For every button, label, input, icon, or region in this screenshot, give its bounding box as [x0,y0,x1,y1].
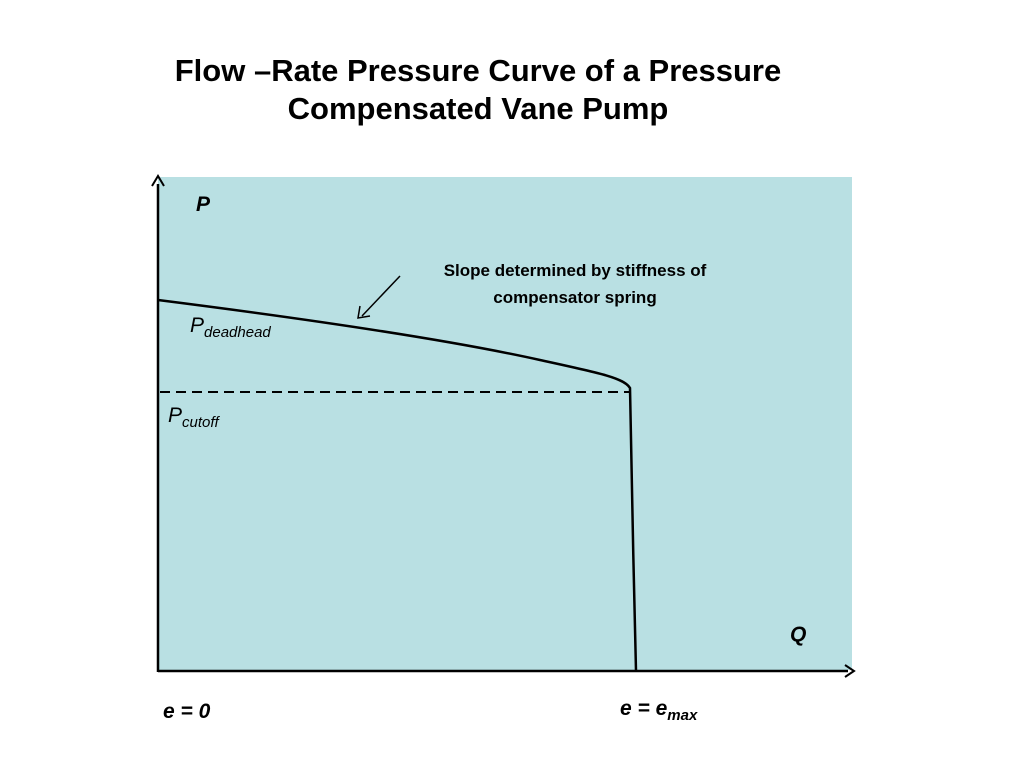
annotation-line-2: compensator spring [493,288,657,307]
pressure-axis-label: P [196,193,211,216]
slope-annotation: Slope determined by stiffness of compens… [410,257,740,311]
annotation-line-1: Slope determined by stiffness of [443,261,707,280]
x-axis-arrowhead [844,664,856,678]
title-line-2: Compensated Vane Pump [287,91,669,126]
compensation-curve [157,298,638,672]
eccentricity-zero-label: e = 0 [163,700,211,723]
flow-axis-label: Q [790,623,807,646]
deadhead-pressure-label: Pdeadhead [190,314,271,341]
y-axis-arrowhead [151,174,165,187]
eccentricity-max-main: e = e [620,697,668,720]
cutoff-symbol: P [168,404,183,427]
cutoff-subscript: cutoff [182,414,219,431]
title-line-1: Flow –Rate Pressure Curve of a Pressure [174,53,782,88]
eccentricity-max-label: e = emax [620,697,698,724]
deadhead-subscript: deadhead [204,324,271,341]
annotation-arrowhead [357,305,371,319]
diagram-background [158,177,852,670]
slide-title: Flow –Rate Pressure Curve of a Pressure … [100,52,856,128]
cutoff-pressure-label: Pcutoff [168,404,219,431]
deadhead-symbol: P [190,314,205,337]
annotation-arrow [361,275,401,317]
eccentricity-max-subscript: max [667,707,698,724]
